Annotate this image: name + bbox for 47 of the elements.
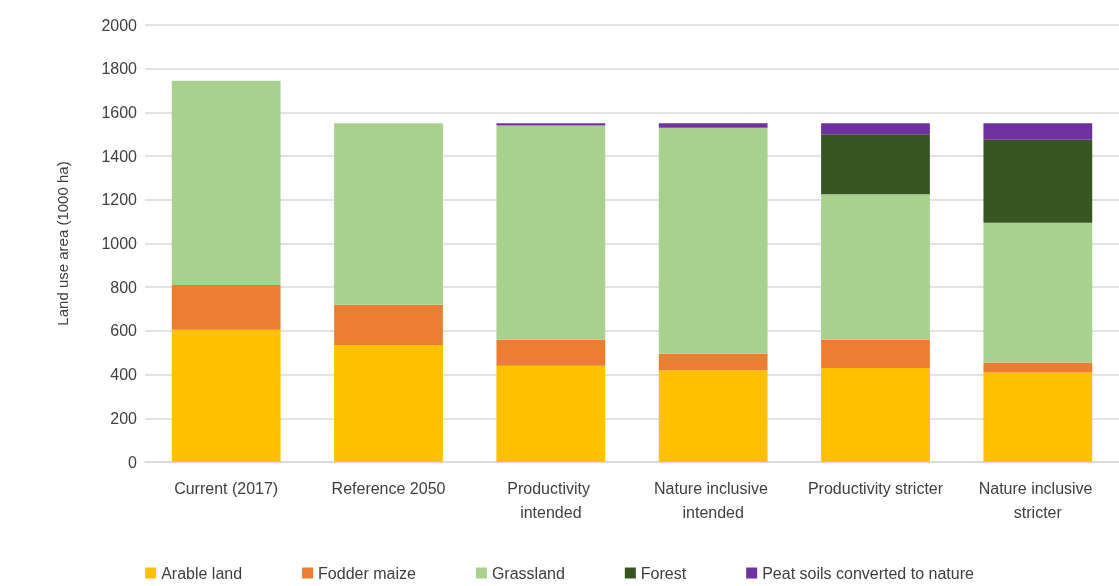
bar — [983, 372, 1093, 462]
bar — [983, 139, 1093, 223]
bar — [658, 127, 768, 354]
x-tick-label: Nature inclusive intended — [654, 479, 773, 521]
bar — [496, 123, 606, 126]
bar — [658, 353, 768, 371]
x-tick-label: Current (2017) — [174, 479, 279, 497]
bar — [496, 339, 606, 366]
bar — [821, 134, 930, 195]
bar — [983, 362, 1093, 373]
bar — [334, 345, 443, 462]
y-tick-label: 1400 — [101, 147, 138, 165]
x-tick-label: Productivity stricter — [807, 479, 944, 497]
bar — [496, 365, 606, 462]
y-axis-title: Land use area (1000 ha) — [54, 161, 71, 326]
legend-label: Fodder maize — [318, 564, 417, 582]
x-tick-label: Nature inclusive stricter — [978, 479, 1097, 521]
bar — [334, 304, 443, 346]
bar — [658, 370, 768, 462]
y-tick-label: 400 — [110, 366, 138, 384]
legend-label: Peat soils converted to nature — [762, 564, 974, 582]
bar — [334, 123, 443, 305]
bar — [171, 329, 281, 462]
bar — [821, 194, 930, 340]
legend-label: Arable land — [161, 564, 243, 582]
bar — [171, 285, 281, 330]
y-tick-label: 1200 — [101, 191, 138, 209]
bar — [983, 222, 1093, 363]
y-tick-label: 2000 — [101, 16, 138, 34]
y-tick-label: 1800 — [101, 60, 138, 78]
bar — [821, 123, 930, 135]
y-tick-label: 200 — [110, 409, 138, 427]
bar — [821, 339, 930, 369]
bar — [658, 123, 768, 128]
bar — [983, 123, 1093, 140]
bar — [171, 80, 281, 286]
legend-label: Forest — [640, 564, 687, 582]
x-tick-label: Reference 2050 — [331, 479, 446, 497]
y-tick-label: 800 — [110, 278, 138, 296]
y-tick-label: 600 — [110, 322, 138, 340]
bar — [821, 368, 930, 462]
y-tick-label: 0 — [128, 453, 138, 471]
y-tick-label: 1600 — [101, 103, 138, 121]
x-tick-label: Productivity intended — [507, 479, 595, 521]
bar — [496, 125, 606, 340]
legend-label: Grassland — [491, 564, 565, 582]
y-tick-label: 1000 — [101, 235, 138, 252]
